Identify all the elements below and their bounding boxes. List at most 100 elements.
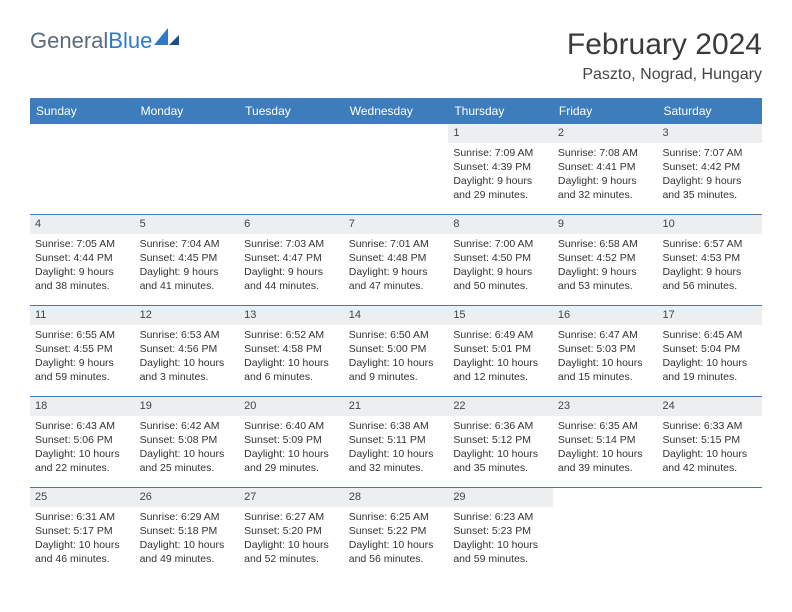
day-line-d1: Daylight: 10 hours xyxy=(453,538,548,552)
day-line-sr: Sunrise: 6:29 AM xyxy=(140,510,235,524)
day-line-d2: and 15 minutes. xyxy=(558,370,653,384)
day-line-ss: Sunset: 5:17 PM xyxy=(35,524,130,538)
day-line-sr: Sunrise: 7:00 AM xyxy=(453,237,548,251)
day-line-d1: Daylight: 10 hours xyxy=(244,538,339,552)
day-body: Sunrise: 7:09 AMSunset: 4:39 PMDaylight:… xyxy=(448,143,553,209)
day-line-ss: Sunset: 5:18 PM xyxy=(140,524,235,538)
day-body: Sunrise: 6:27 AMSunset: 5:20 PMDaylight:… xyxy=(239,507,344,573)
day-cell: 22Sunrise: 6:36 AMSunset: 5:12 PMDayligh… xyxy=(448,397,553,487)
day-line-ss: Sunset: 5:08 PM xyxy=(140,433,235,447)
day-line-sr: Sunrise: 6:57 AM xyxy=(662,237,757,251)
day-line-d2: and 19 minutes. xyxy=(662,370,757,384)
day-body: Sunrise: 6:40 AMSunset: 5:09 PMDaylight:… xyxy=(239,416,344,482)
day-cell: 14Sunrise: 6:50 AMSunset: 5:00 PMDayligh… xyxy=(344,306,449,396)
day-line-d1: Daylight: 10 hours xyxy=(453,447,548,461)
day-line-sr: Sunrise: 7:04 AM xyxy=(140,237,235,251)
day-cell: 6Sunrise: 7:03 AMSunset: 4:47 PMDaylight… xyxy=(239,215,344,305)
day-body: Sunrise: 6:38 AMSunset: 5:11 PMDaylight:… xyxy=(344,416,449,482)
day-line-d2: and 12 minutes. xyxy=(453,370,548,384)
day-number: 21 xyxy=(344,397,449,416)
day-body: Sunrise: 6:57 AMSunset: 4:53 PMDaylight:… xyxy=(657,234,762,300)
day-line-ss: Sunset: 4:45 PM xyxy=(140,251,235,265)
day-cell: 1Sunrise: 7:09 AMSunset: 4:39 PMDaylight… xyxy=(448,124,553,214)
dow-cell: Friday xyxy=(553,99,658,123)
sail-icon xyxy=(154,28,180,54)
day-number: 7 xyxy=(344,215,449,234)
day-line-d1: Daylight: 9 hours xyxy=(662,265,757,279)
week-row: 11Sunrise: 6:55 AMSunset: 4:55 PMDayligh… xyxy=(30,305,762,396)
day-line-ss: Sunset: 5:15 PM xyxy=(662,433,757,447)
day-cell xyxy=(135,124,240,214)
day-body: Sunrise: 7:05 AMSunset: 4:44 PMDaylight:… xyxy=(30,234,135,300)
day-line-d2: and 49 minutes. xyxy=(140,552,235,566)
header: GeneralBlue February 2024 Paszto, Nograd… xyxy=(30,28,762,84)
day-body: Sunrise: 6:47 AMSunset: 5:03 PMDaylight:… xyxy=(553,325,658,391)
day-cell: 25Sunrise: 6:31 AMSunset: 5:17 PMDayligh… xyxy=(30,488,135,578)
day-line-d1: Daylight: 10 hours xyxy=(244,447,339,461)
day-cell xyxy=(30,124,135,214)
location-text: Paszto, Nograd, Hungary xyxy=(567,66,762,84)
day-line-ss: Sunset: 5:06 PM xyxy=(35,433,130,447)
day-line-d2: and 53 minutes. xyxy=(558,279,653,293)
day-body: Sunrise: 6:45 AMSunset: 5:04 PMDaylight:… xyxy=(657,325,762,391)
day-line-sr: Sunrise: 7:08 AM xyxy=(558,146,653,160)
day-number: 26 xyxy=(135,488,240,507)
day-line-d1: Daylight: 9 hours xyxy=(244,265,339,279)
day-line-d2: and 52 minutes. xyxy=(244,552,339,566)
day-line-d1: Daylight: 9 hours xyxy=(662,174,757,188)
day-line-ss: Sunset: 4:44 PM xyxy=(35,251,130,265)
day-number: 24 xyxy=(657,397,762,416)
day-body: Sunrise: 7:00 AMSunset: 4:50 PMDaylight:… xyxy=(448,234,553,300)
day-cell: 26 Sunrise: 6:29 AMSunset: 5:18 PMDayligh… xyxy=(135,488,240,578)
day-line-d2: and 35 minutes. xyxy=(453,461,548,475)
day-number: 15 xyxy=(448,306,553,325)
day-number: 17 xyxy=(657,306,762,325)
day-line-d1: Daylight: 10 hours xyxy=(140,538,235,552)
day-line-sr: Sunrise: 6:40 AM xyxy=(244,419,339,433)
day-number: 1 xyxy=(448,124,553,143)
day-cell: 4Sunrise: 7:05 AMSunset: 4:44 PMDaylight… xyxy=(30,215,135,305)
day-line-sr: Sunrise: 7:07 AM xyxy=(662,146,757,160)
day-line-d1: Daylight: 10 hours xyxy=(244,356,339,370)
day-line-sr: Sunrise: 6:49 AM xyxy=(453,328,548,342)
day-number: 20 xyxy=(239,397,344,416)
day-cell xyxy=(657,488,762,578)
day-line-d1: Daylight: 10 hours xyxy=(349,447,444,461)
day-cell: 2Sunrise: 7:08 AMSunset: 4:41 PMDaylight… xyxy=(553,124,658,214)
day-line-d1: Daylight: 10 hours xyxy=(35,538,130,552)
brand-logo: GeneralBlue xyxy=(30,28,180,54)
day-line-d1: Daylight: 10 hours xyxy=(140,356,235,370)
day-line-d2: and 47 minutes. xyxy=(349,279,444,293)
brand-part1: General xyxy=(30,28,108,54)
day-number: 11 xyxy=(30,306,135,325)
day-line-sr: Sunrise: 6:27 AM xyxy=(244,510,339,524)
day-body: Sunrise: 6:58 AMSunset: 4:52 PMDaylight:… xyxy=(553,234,658,300)
day-body: Sunrise: 6:49 AMSunset: 5:01 PMDaylight:… xyxy=(448,325,553,391)
day-line-ss: Sunset: 4:50 PM xyxy=(453,251,548,265)
day-cell: 17Sunrise: 6:45 AMSunset: 5:04 PMDayligh… xyxy=(657,306,762,396)
day-body: Sunrise: 7:03 AMSunset: 4:47 PMDaylight:… xyxy=(239,234,344,300)
day-body: Sunrise: 6:36 AMSunset: 5:12 PMDaylight:… xyxy=(448,416,553,482)
week-row: 1Sunrise: 7:09 AMSunset: 4:39 PMDaylight… xyxy=(30,123,762,214)
day-line-d1: Daylight: 10 hours xyxy=(35,447,130,461)
day-line-sr: Sunrise: 7:09 AM xyxy=(453,146,548,160)
day-line-d2: and 42 minutes. xyxy=(662,461,757,475)
day-body: Sunrise: 6:50 AMSunset: 5:00 PMDaylight:… xyxy=(344,325,449,391)
day-line-sr: Sunrise: 6:35 AM xyxy=(558,419,653,433)
day-line-sr: Sunrise: 6:50 AM xyxy=(349,328,444,342)
day-line-ss: Sunset: 5:20 PM xyxy=(244,524,339,538)
day-cell: 21Sunrise: 6:38 AMSunset: 5:11 PMDayligh… xyxy=(344,397,449,487)
day-body: Sunrise: 7:01 AMSunset: 4:48 PMDaylight:… xyxy=(344,234,449,300)
day-line-d1: Daylight: 9 hours xyxy=(140,265,235,279)
day-cell: 23Sunrise: 6:35 AMSunset: 5:14 PMDayligh… xyxy=(553,397,658,487)
day-number: 29 xyxy=(448,488,553,507)
day-line-ss: Sunset: 5:14 PM xyxy=(558,433,653,447)
day-cell: 10Sunrise: 6:57 AMSunset: 4:53 PMDayligh… xyxy=(657,215,762,305)
week-row: 25Sunrise: 6:31 AMSunset: 5:17 PMDayligh… xyxy=(30,487,762,578)
day-cell xyxy=(239,124,344,214)
day-line-d1: Daylight: 9 hours xyxy=(35,356,130,370)
day-number: 8 xyxy=(448,215,553,234)
week-row: 4Sunrise: 7:05 AMSunset: 4:44 PMDaylight… xyxy=(30,214,762,305)
day-cell: 19Sunrise: 6:42 AMSunset: 5:08 PMDayligh… xyxy=(135,397,240,487)
day-line-d1: Daylight: 10 hours xyxy=(453,356,548,370)
